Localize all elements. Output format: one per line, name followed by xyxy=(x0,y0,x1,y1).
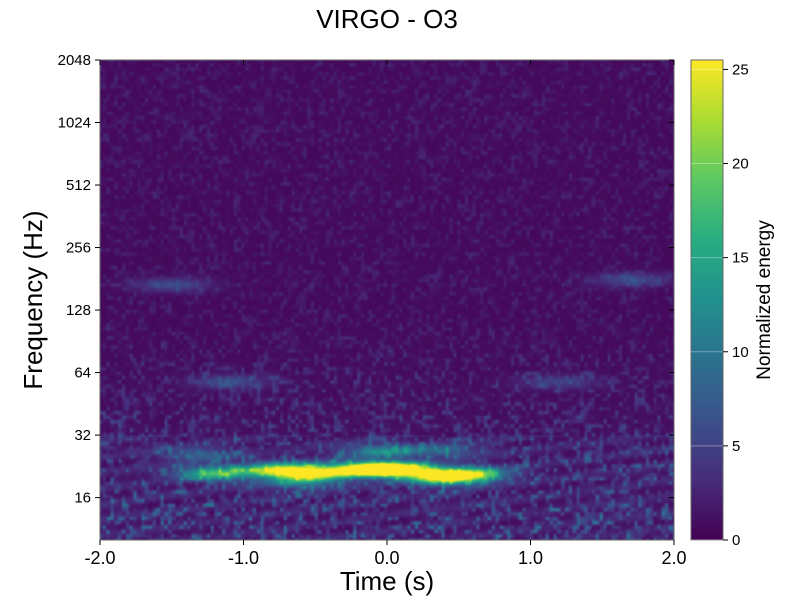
colorbar-tick-label: 25 xyxy=(732,61,749,78)
y-tick-label: 256 xyxy=(66,240,91,257)
x-tick-label: -2.0 xyxy=(84,548,115,568)
x-axis: -2.0 -1.0 0.0 1.0 2.0 xyxy=(84,60,687,568)
colorbar-tick-label: 10 xyxy=(732,344,749,361)
colorbar-tick-label: 0 xyxy=(732,532,740,549)
colorbar-tick-label: 5 xyxy=(732,438,740,455)
x-tick-label: 2.0 xyxy=(661,548,686,568)
spectrogram-image xyxy=(100,60,674,540)
plot-area xyxy=(99,59,675,541)
y-tick-label: 32 xyxy=(74,427,91,444)
x-axis-label: Time (s) xyxy=(340,566,434,596)
colorbar: 0 5 10 15 20 25 Normalized energy xyxy=(690,59,775,549)
colorbar-bar xyxy=(690,59,724,541)
y-tick-label: 64 xyxy=(74,365,91,382)
y-axis-label: Frequency (Hz) xyxy=(18,210,48,389)
y-tick-label: 1024 xyxy=(58,115,91,132)
x-tick-label: 0.0 xyxy=(374,548,399,568)
colorbar-tick-label: 20 xyxy=(732,156,749,173)
x-tick-label: -1.0 xyxy=(228,548,259,568)
chart-title: VIRGO - O3 xyxy=(316,4,458,34)
colorbar-label: Normalized energy xyxy=(754,220,775,380)
colorbar-ticks: 0 5 10 15 20 25 xyxy=(691,61,749,549)
y-tick-label: 16 xyxy=(74,490,91,507)
y-tick-label: 2048 xyxy=(58,52,91,69)
x-tick-label: 1.0 xyxy=(518,548,543,568)
y-tick-label: 128 xyxy=(66,302,91,319)
y-tick-label: 512 xyxy=(66,177,91,194)
colorbar-tick-label: 15 xyxy=(732,250,749,267)
y-axis: 16 32 64 128 256 512 1024 2048 xyxy=(58,52,674,507)
